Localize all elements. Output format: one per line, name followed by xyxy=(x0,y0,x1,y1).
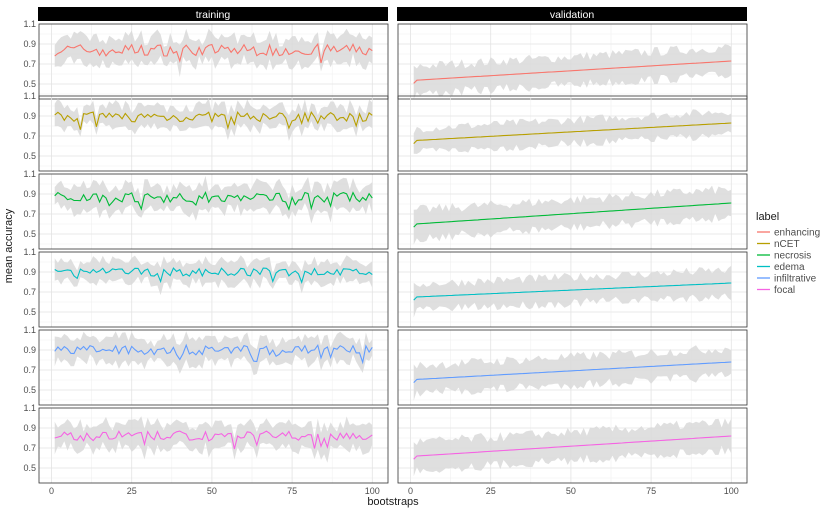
y-tick-label: 0.7 xyxy=(23,131,36,141)
y-tick-label: 0.9 xyxy=(23,111,36,121)
x-tick-label: 100 xyxy=(365,486,380,496)
ribbon-training-edema xyxy=(54,255,373,296)
strip-label-validation: validation xyxy=(550,9,595,21)
ribbon-training-infiltrative xyxy=(54,331,373,376)
y-tick-label: 1.1 xyxy=(23,325,36,335)
panel-border xyxy=(38,329,389,406)
legend-title: label xyxy=(756,211,779,223)
x-tick-label: 75 xyxy=(287,486,297,496)
legend-label-nCET: nCET xyxy=(774,239,800,250)
y-tick-label: 0.5 xyxy=(23,463,36,473)
panel-border xyxy=(38,95,389,172)
strip-validation xyxy=(397,7,747,21)
legend-label-edema: edema xyxy=(774,262,805,273)
y-tick-label: 1.1 xyxy=(23,247,36,257)
panels: 0.50.70.91.10.50.70.91.10.50.70.91.10.50… xyxy=(23,19,748,484)
x-axis-ticks: 0 25 50 75 100 0 25 50 75 100 xyxy=(49,486,739,496)
x-tick-label: 0 xyxy=(49,486,54,496)
y-tick-label: 1.1 xyxy=(23,169,36,179)
ribbon-training-focal xyxy=(54,416,373,463)
x-tick-label: 25 xyxy=(486,486,496,496)
series-line-training-infiltrative xyxy=(54,343,373,365)
strip-label-training: training xyxy=(196,9,231,21)
panel-border xyxy=(397,23,748,100)
y-tick-label: 0.7 xyxy=(23,59,36,69)
series-line-validation-enhancing xyxy=(413,60,732,84)
panel-border xyxy=(397,251,748,328)
series-line-validation-focal xyxy=(413,435,732,460)
panel-training-enhancing: 0.5 0.7 0.9 1.1 xyxy=(23,19,389,100)
panel-training-nCET: 0.5 0.7 0.9 1.1 xyxy=(23,91,389,172)
y-tick-label: 0.5 xyxy=(23,79,36,89)
panel-border xyxy=(397,407,748,484)
x-tick-label: 50 xyxy=(566,486,576,496)
ribbon-training-necrosis xyxy=(54,175,373,224)
panel-validation-edema xyxy=(397,251,748,328)
y-tick-label: 0.5 xyxy=(23,307,36,317)
ribbon-validation-necrosis xyxy=(413,185,732,245)
y-tick-label: 1.1 xyxy=(23,19,36,29)
panel-validation-focal xyxy=(397,407,748,484)
panel-validation-enhancing xyxy=(397,23,748,100)
panel-training-necrosis: 0.5 0.7 0.9 1.1 xyxy=(23,169,389,250)
series-line-training-focal xyxy=(54,430,373,450)
panel-validation-infiltrative xyxy=(397,329,748,406)
series-line-training-enhancing xyxy=(54,42,373,64)
legend: label enhancingnCETnecrosisedemainfiltra… xyxy=(756,211,820,296)
panel-border xyxy=(397,173,748,250)
panel-border xyxy=(38,407,389,484)
series-line-validation-nCET xyxy=(413,122,732,144)
y-tick-label: 0.9 xyxy=(23,345,36,355)
x-tick-label: 0 xyxy=(408,486,413,496)
y-tick-label: 1.1 xyxy=(23,403,36,413)
legend-label-focal: focal xyxy=(774,285,795,296)
y-tick-label: 0.7 xyxy=(23,287,36,297)
y-tick-label: 1.1 xyxy=(23,91,36,101)
panel-validation-necrosis xyxy=(397,173,748,250)
strip-training xyxy=(38,7,388,21)
ribbon-training-nCET xyxy=(54,98,373,141)
panel-validation-nCET xyxy=(397,95,748,172)
y-tick-label: 0.7 xyxy=(23,365,36,375)
panel-border xyxy=(397,329,748,406)
y-tick-label: 0.9 xyxy=(23,423,36,433)
y-tick-label: 0.7 xyxy=(23,443,36,453)
ribbon-validation-infiltrative xyxy=(413,345,732,401)
y-tick-label: 0.5 xyxy=(23,385,36,395)
y-tick-label: 0.9 xyxy=(23,39,36,49)
x-tick-label: 100 xyxy=(724,486,739,496)
facet-strips: training validation xyxy=(38,7,747,21)
legend-label-necrosis: necrosis xyxy=(774,251,811,262)
series-line-training-nCET xyxy=(54,110,373,130)
x-axis-title: bootstraps xyxy=(367,496,419,508)
series-line-validation-infiltrative xyxy=(413,361,732,383)
y-tick-label: 0.7 xyxy=(23,209,36,219)
y-tick-label: 0.9 xyxy=(23,267,36,277)
legend-label-infiltrative: infiltrative xyxy=(774,274,817,285)
series-line-validation-edema xyxy=(413,282,732,301)
y-tick-label: 0.9 xyxy=(23,189,36,199)
ribbon-validation-focal xyxy=(413,418,732,477)
panel-border xyxy=(397,95,748,172)
panel-training-edema: 0.5 0.7 0.9 1.1 xyxy=(23,247,389,328)
series-line-training-necrosis xyxy=(54,190,373,211)
x-tick-label: 25 xyxy=(127,486,137,496)
series-line-validation-necrosis xyxy=(413,202,732,228)
legend-label-enhancing: enhancing xyxy=(774,228,820,239)
x-tick-label: 75 xyxy=(646,486,656,496)
ribbon-validation-edema xyxy=(413,265,732,318)
series-line-training-edema xyxy=(54,267,373,285)
x-tick-label: 50 xyxy=(207,486,217,496)
panel-border xyxy=(38,173,389,250)
panel-training-infiltrative: 0.5 0.7 0.9 1.1 xyxy=(23,325,389,406)
ribbon-validation-enhancing xyxy=(413,44,732,99)
ribbon-training-enhancing xyxy=(54,28,373,77)
panel-border xyxy=(38,251,389,328)
panel-training-focal: 0.5 0.7 0.9 1.1 xyxy=(23,403,389,484)
y-tick-label: 0.5 xyxy=(23,229,36,239)
y-tick-label: 0.5 xyxy=(23,151,36,161)
y-axis-title: mean accuracy xyxy=(3,208,15,283)
panel-border xyxy=(38,23,389,100)
